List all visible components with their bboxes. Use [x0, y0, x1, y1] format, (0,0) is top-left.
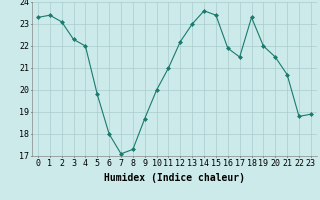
X-axis label: Humidex (Indice chaleur): Humidex (Indice chaleur) [104, 173, 245, 183]
